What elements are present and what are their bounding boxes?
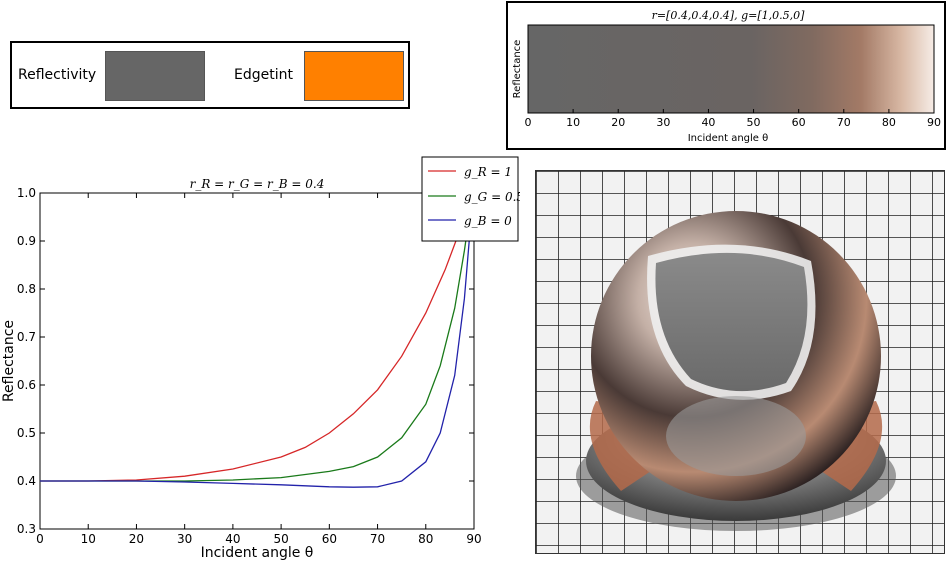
y-tick-label: 1.0 — [17, 186, 36, 200]
y-tick-label: 0.8 — [17, 282, 36, 296]
swatch-legend-panel: Reflectivity Edgetint — [10, 41, 410, 109]
ramp-gradient — [527, 24, 935, 114]
x-axis-label: Incident angle θ — [201, 545, 314, 561]
x-tick-label: 40 — [225, 532, 240, 546]
sphere-cutout — [655, 252, 808, 392]
y-tick-label: 0.4 — [17, 474, 36, 488]
ramp-x-tick-label: 60 — [792, 116, 806, 129]
y-tick-label: 0.9 — [17, 234, 36, 248]
ramp-x-tick-label: 0 — [525, 116, 532, 129]
chart-title: r_R = r_G = r_B = 0.4 — [190, 177, 325, 191]
legend-label-blue: g_B = 0 — [464, 214, 512, 228]
y-tick-label: 0.7 — [17, 330, 36, 344]
legend-label-red: g_R = 1 — [464, 165, 512, 179]
reflectivity-label: Reflectivity — [18, 67, 97, 83]
x-tick-label: 30 — [177, 532, 192, 546]
y-tick-label: 0.5 — [17, 426, 36, 440]
ramp-x-tick-label: 50 — [747, 116, 761, 129]
ramp-ylabel: Reflectance — [512, 40, 523, 99]
reflectance-line-chart: r_R = r_G = r_B = 0.4 0 10 20 30 40 50 60 70 80 9… — [1, 156, 520, 561]
y-tick-label: 0.6 — [17, 378, 36, 392]
x-tick-label: 70 — [370, 532, 385, 546]
ramp-x-tick-label: 10 — [566, 116, 580, 129]
x-tick-label: 10 — [81, 532, 96, 546]
ramp-x-tick-label: 20 — [611, 116, 625, 129]
reflectance-ramp-panel: r=[0.4,0.4,0.4], g=[1,0.5,0] 0 10 20 30 40 50… — [506, 1, 946, 150]
reflectivity-swatch — [105, 51, 205, 101]
chart-legend: g_R = 1 g_G = 0.5 g_B = 0 — [421, 156, 520, 242]
ramp-x-tick-label: 70 — [837, 116, 851, 129]
ramp-title: r=[0.4,0.4,0.4], g=[1,0.5,0] — [652, 9, 806, 22]
x-tick-label: 80 — [418, 532, 433, 546]
ramp-chart: r=[0.4,0.4,0.4], g=[1,0.5,0] 0 10 20 30 40 50… — [512, 9, 941, 144]
y-tick-label: 0.3 — [17, 522, 36, 536]
ramp-x-tick-label: 90 — [927, 116, 941, 129]
ramp-x-tick-label: 40 — [701, 116, 715, 129]
edgetint-label: Edgetint — [234, 67, 293, 83]
legend-label-green: g_G = 0.5 — [464, 190, 520, 204]
plot-area — [39, 192, 475, 530]
x-tick-label: 0 — [36, 532, 44, 546]
render-image — [536, 171, 944, 553]
series-line-0 — [40, 192, 475, 482]
ramp-xlabel: Incident angle θ — [688, 133, 769, 144]
x-tick-label: 20 — [129, 532, 144, 546]
x-tick-label: 50 — [273, 532, 288, 546]
y-axis-label: Reflectance — [1, 320, 17, 402]
ramp-x-tick-label: 80 — [882, 116, 896, 129]
material-render-preview — [535, 170, 945, 554]
series-line-2 — [40, 192, 475, 488]
x-tick-label: 60 — [322, 532, 337, 546]
x-tick-label: 90 — [466, 532, 481, 546]
ramp-x-tick-label: 30 — [656, 116, 670, 129]
edgetint-swatch — [304, 51, 404, 101]
